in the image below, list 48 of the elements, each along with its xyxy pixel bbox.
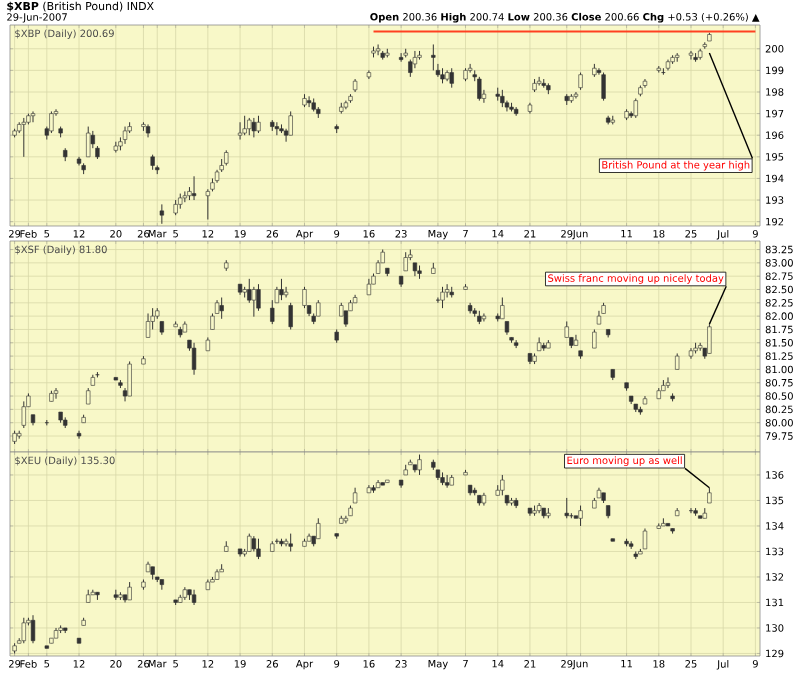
- candlestick: [302, 286, 307, 309]
- candlestick: [237, 121, 243, 141]
- candlestick: [182, 190, 187, 203]
- candlestick: [316, 517, 321, 540]
- candlestick: [191, 175, 197, 201]
- candlestick: [288, 110, 293, 136]
- candlestick: [564, 497, 569, 519]
- candlestick: [288, 302, 293, 330]
- candlestick: [707, 323, 712, 354]
- candlestick: [283, 286, 289, 298]
- candlestick: [53, 387, 59, 400]
- candlestick: [21, 617, 26, 644]
- candlestick: [403, 251, 408, 272]
- candlestick: [633, 97, 638, 119]
- candlestick: [481, 312, 487, 322]
- candlestick: [279, 278, 284, 301]
- candlestick: [665, 376, 671, 389]
- candlestick: [145, 312, 151, 338]
- candlestick: [592, 328, 597, 349]
- candlestick: [440, 286, 445, 309]
- candlestick: [191, 342, 197, 376]
- candlestick: [86, 126, 91, 158]
- candlestick: [500, 474, 505, 496]
- candlestick: [477, 76, 482, 102]
- candlestick: [688, 507, 694, 514]
- candlestick: [578, 505, 583, 527]
- candlestick: [219, 296, 224, 320]
- candlestick: [49, 110, 54, 134]
- candlestick: [21, 117, 26, 158]
- candlestick: [159, 203, 164, 225]
- candlestick: [573, 91, 579, 99]
- candlestick: [30, 110, 36, 123]
- candlestick: [150, 307, 155, 330]
- candlestick: [256, 538, 261, 560]
- candlestick: [127, 360, 132, 397]
- candlestick: [251, 286, 257, 318]
- candlestick: [537, 76, 542, 87]
- candlestick: [688, 50, 694, 61]
- candlestick: [467, 63, 473, 74]
- candlestick: [242, 115, 247, 136]
- candlestick: [449, 67, 454, 89]
- candlestick: [21, 400, 26, 429]
- candlestick: [601, 72, 606, 102]
- candlestick: [30, 614, 36, 644]
- candlestick: [642, 528, 648, 550]
- candlestick: [256, 283, 261, 312]
- candlestick: [444, 474, 450, 489]
- candlestick: [431, 43, 436, 71]
